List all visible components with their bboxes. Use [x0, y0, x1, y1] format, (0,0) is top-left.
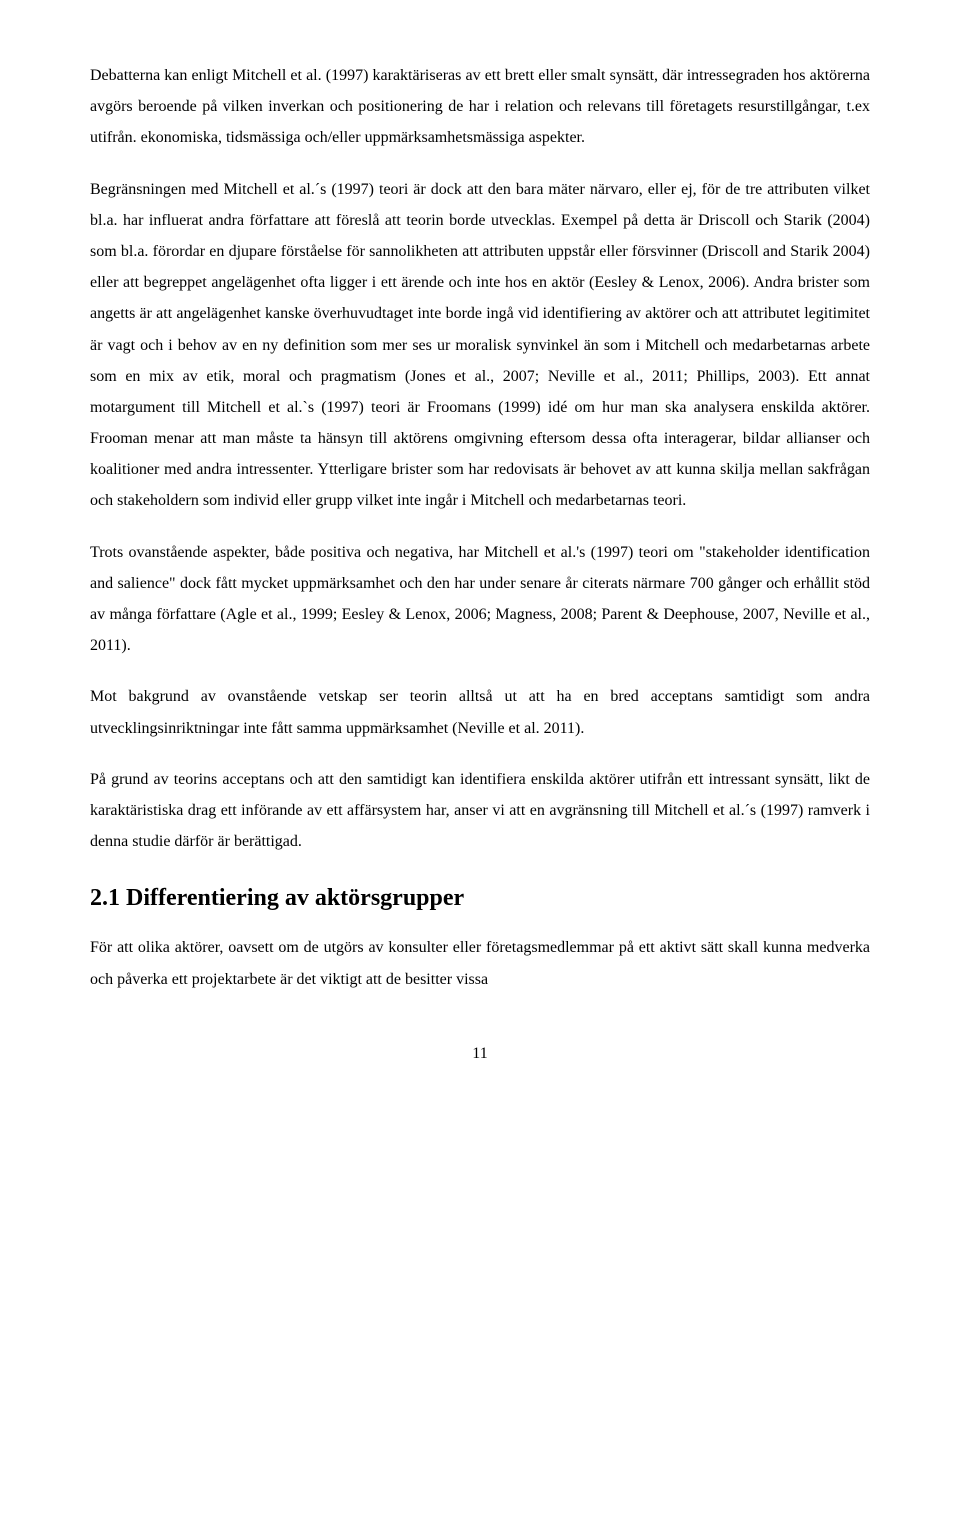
body-paragraph: Trots ovanstående aspekter, både positiv… — [90, 537, 870, 662]
body-paragraph: För att olika aktörer, oavsett om de utg… — [90, 932, 870, 994]
section-heading: 2.1 Differentiering av aktörsgrupper — [90, 885, 870, 912]
body-paragraph: På grund av teorins acceptans och att de… — [90, 764, 870, 858]
page-number: 11 — [90, 1045, 870, 1063]
body-paragraph: Mot bakgrund av ovanstående vetskap ser … — [90, 681, 870, 743]
body-paragraph: Debatterna kan enligt Mitchell et al. (1… — [90, 60, 870, 154]
body-paragraph: Begränsningen med Mitchell et al.´s (199… — [90, 174, 870, 517]
